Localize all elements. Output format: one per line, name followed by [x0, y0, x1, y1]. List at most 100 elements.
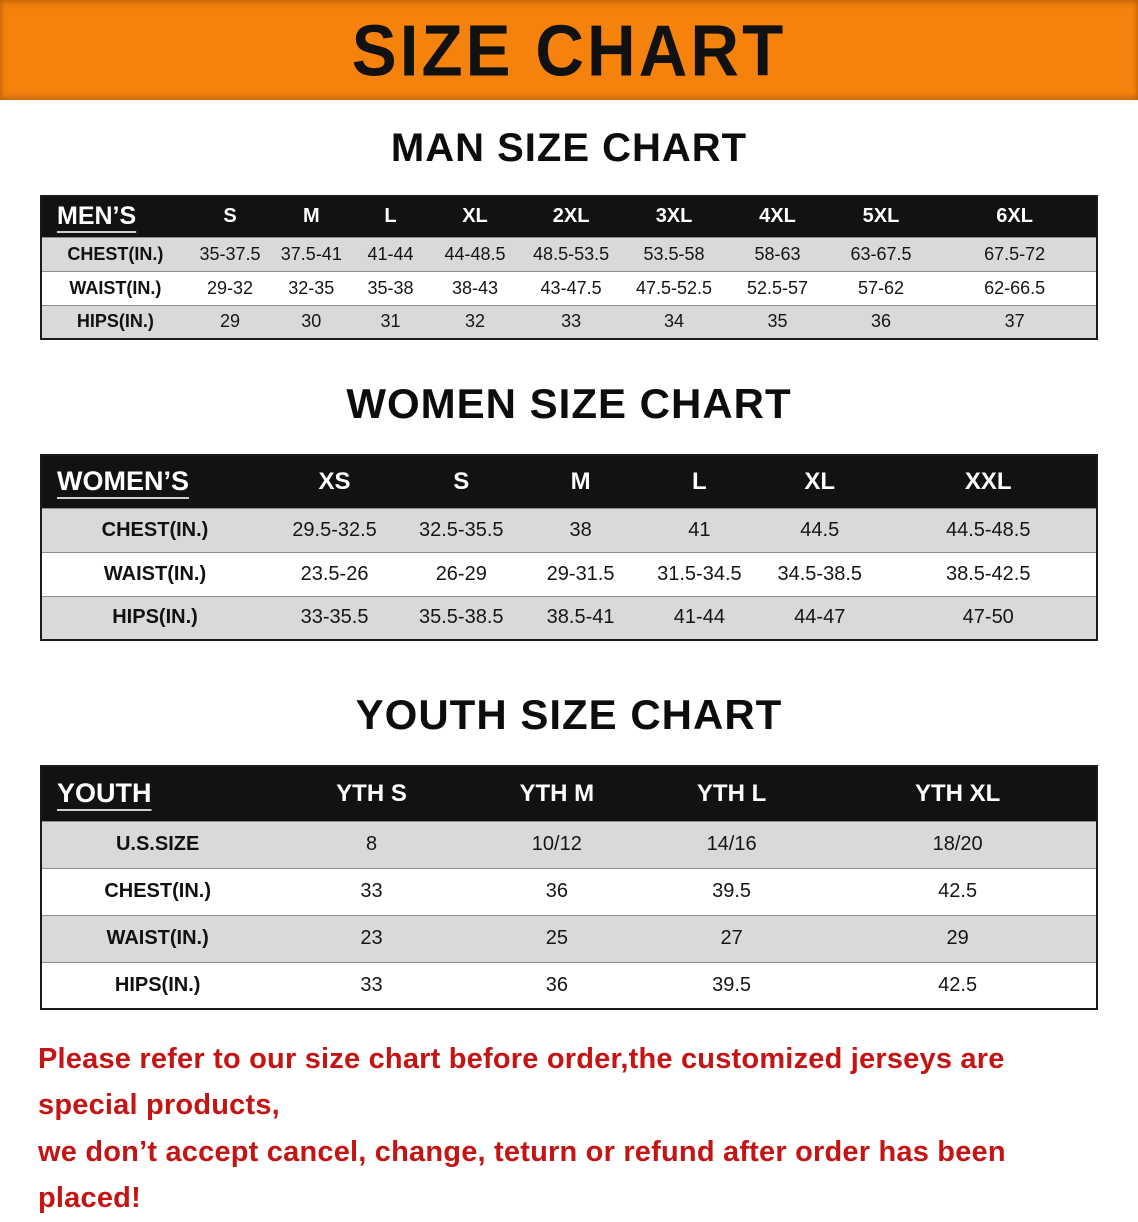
size-value-cell: 33-35.5: [300, 606, 369, 629]
size-value-cell: 38-43: [451, 277, 498, 298]
measurement-row-label: CHEST(IN.): [101, 518, 209, 541]
women-size-chart-section: WOMEN SIZE CHART WOMEN’S XS S M L XL XXL CHEST(…: [0, 380, 1138, 641]
measurement-row: HIPS(IN.) 33-35.5 35.5-38.5 38.5-41 41-44 44-…: [41, 596, 1097, 640]
size-value-cell: 14/16: [706, 833, 757, 855]
size-column-header: XS: [318, 467, 351, 495]
size-column-header: YTH M: [519, 779, 595, 807]
womens-size-table: WOMEN’S XS S M L XL XXL CHEST(IN.) 29.5-32.5 32.5…: [40, 454, 1098, 641]
size-value-cell: 35.5-38.5: [419, 606, 504, 629]
size-value-cell: 32-35: [288, 277, 335, 298]
man-chart-heading: MAN SIZE CHART: [390, 126, 748, 170]
man-size-chart-section: MAN SIZE CHART MEN’S S M L XL 2XL 3XL 4XL 5XL 6XL…: [0, 126, 1138, 340]
size-column-header: 2XL: [552, 205, 590, 228]
size-value-cell: 31.5-34.5: [657, 562, 742, 585]
content: MAN SIZE CHART MEN’S S M L XL 2XL 3XL 4XL 5XL 6XL…: [0, 126, 1138, 1010]
size-value-cell: 37.5-41: [280, 243, 342, 264]
measurement-row-label: CHEST(IN.): [104, 880, 211, 902]
size-value-cell: 67.5-72: [984, 243, 1046, 264]
size-value-cell: 36: [545, 973, 568, 996]
disclaimer-line-1: Please refer to our size chart before or…: [38, 1043, 1005, 1122]
measurement-row: CHEST(IN.) 33 36 39.5 42.5: [41, 868, 1097, 915]
size-value-cell: 52.5-57: [746, 277, 809, 298]
measurement-row: WAIST(IN.) 29-32 32-35 35-38 38-43 43-47.5 47.…: [41, 271, 1097, 305]
size-value-cell: 23: [360, 927, 383, 949]
size-value-cell: 62-66.5: [984, 277, 1046, 298]
size-value-cell: 63-67.5: [850, 243, 912, 264]
size-column-header: XL: [462, 205, 488, 228]
youth-size-table: YOUTH YTH S YTH M YTH L YTH XL U.S.SIZE 8 10/12…: [40, 765, 1098, 1010]
size-value-cell: 38.5-42.5: [945, 562, 1031, 585]
size-value-cell: 57-62: [857, 277, 904, 298]
size-value-cell: 30: [301, 311, 322, 332]
size-table-grid: WOMEN’S XS S M L XL XXL CHEST(IN.) 29.5-32.5 32.5…: [40, 454, 1098, 641]
measurement-row: CHEST(IN.) 29.5-32.5 32.5-35.5 38 41 44.5 44.5…: [41, 508, 1097, 552]
women-chart-heading: WOMEN SIZE CHART: [346, 380, 792, 427]
measurement-row-label: HIPS(IN.): [112, 606, 198, 629]
size-table-grid: MEN’S S M L XL 2XL 3XL 4XL 5XL 6XL CHEST(IN.) 35-37…: [40, 195, 1098, 340]
youth-chart-heading: YOUTH SIZE CHART: [355, 691, 783, 738]
size-value-cell: 38.5-41: [546, 606, 615, 629]
page-title: SIZE CHART: [351, 9, 787, 91]
size-value-cell: 53.5-58: [643, 243, 705, 264]
size-value-cell: 36: [870, 311, 891, 332]
size-column-header: S: [223, 205, 237, 228]
size-value-cell: 39.5: [712, 973, 752, 996]
size-value-cell: 41-44: [673, 606, 725, 629]
size-value-cell: 37: [1004, 311, 1025, 332]
size-value-cell: 34: [664, 311, 685, 332]
measurement-row-label: WAIST(IN.): [69, 277, 162, 298]
measurement-row-label: CHEST(IN.): [67, 243, 164, 264]
size-value-cell: 31: [380, 311, 401, 332]
size-value-cell: 8: [365, 833, 378, 855]
measurement-row-label: HIPS(IN.): [76, 311, 154, 332]
banner: SIZE CHART: [0, 0, 1138, 100]
size-value-cell: 44.5: [800, 518, 840, 541]
measurement-row: WAIST(IN.) 23.5-26 26-29 29-31.5 31.5-34.5 34…: [41, 552, 1097, 596]
size-value-cell: 41: [688, 518, 711, 541]
measurement-row-label: WAIST(IN.): [103, 562, 207, 585]
size-value-cell: 35-37.5: [199, 243, 261, 264]
table-title-cell: YOUTH: [57, 778, 152, 809]
size-table-grid: YOUTH YTH S YTH M YTH L YTH XL U.S.SIZE 8 10/12…: [40, 765, 1098, 1010]
size-value-cell: 32: [464, 311, 485, 332]
measurement-row-label: WAIST(IN.): [106, 927, 209, 949]
size-value-cell: 35-38: [367, 277, 414, 298]
size-value-cell: 26-29: [435, 562, 487, 585]
size-column-header: YTH S: [336, 779, 407, 807]
size-value-cell: 34.5-38.5: [777, 562, 862, 585]
size-value-cell: 39.5: [712, 880, 752, 902]
size-value-cell: 44-47: [794, 606, 846, 629]
size-value-cell: 44-48.5: [444, 243, 506, 264]
size-header-row: WOMEN’S XS S M L XL XXL: [41, 455, 1097, 508]
disclaimer-note: Please refer to our size chart before or…: [38, 1036, 1100, 1222]
size-value-cell: 41-44: [367, 243, 414, 264]
measurement-row: U.S.SIZE 8 10/12 14/16 18/20: [41, 821, 1097, 868]
size-column-header: XXL: [964, 467, 1012, 495]
disclaimer-line-2: we don’t accept cancel, change, teturn o…: [38, 1135, 1006, 1215]
size-column-header: XL: [804, 467, 836, 495]
measurement-row: WAIST(IN.) 23 25 27 29: [41, 915, 1097, 962]
youth-size-chart-section: YOUTH SIZE CHART YOUTH YTH S YTH M YTH L YTH…: [0, 691, 1138, 1010]
measurement-row-label: U.S.SIZE: [115, 833, 200, 855]
size-column-header: 6XL: [996, 205, 1033, 228]
size-value-cell: 18/20: [932, 833, 983, 855]
size-value-cell: 48.5-53.5: [533, 243, 610, 264]
size-column-header: 4XL: [759, 205, 796, 228]
size-value-cell: 36: [545, 880, 568, 902]
size-value-cell: 43-47.5: [540, 277, 602, 298]
size-value-cell: 29-31.5: [546, 562, 615, 585]
table-title-cell: WOMEN’S: [57, 466, 189, 497]
size-column-header: YTH XL: [914, 779, 1001, 807]
table-title-cell: MEN’S: [57, 202, 137, 231]
size-value-cell: 32.5-35.5: [419, 518, 504, 541]
size-value-cell: 42.5: [938, 880, 978, 902]
size-value-cell: 47-50: [962, 606, 1014, 629]
size-value-cell: 25: [545, 927, 568, 949]
size-column-header: 5XL: [862, 205, 900, 228]
measurement-row: HIPS(IN.) 33 36 39.5 42.5: [41, 962, 1097, 1009]
size-value-cell: 29.5-32.5: [292, 518, 377, 541]
size-value-cell: 10/12: [531, 833, 582, 855]
size-column-header: M: [570, 467, 591, 495]
size-value-cell: 33: [360, 880, 383, 902]
